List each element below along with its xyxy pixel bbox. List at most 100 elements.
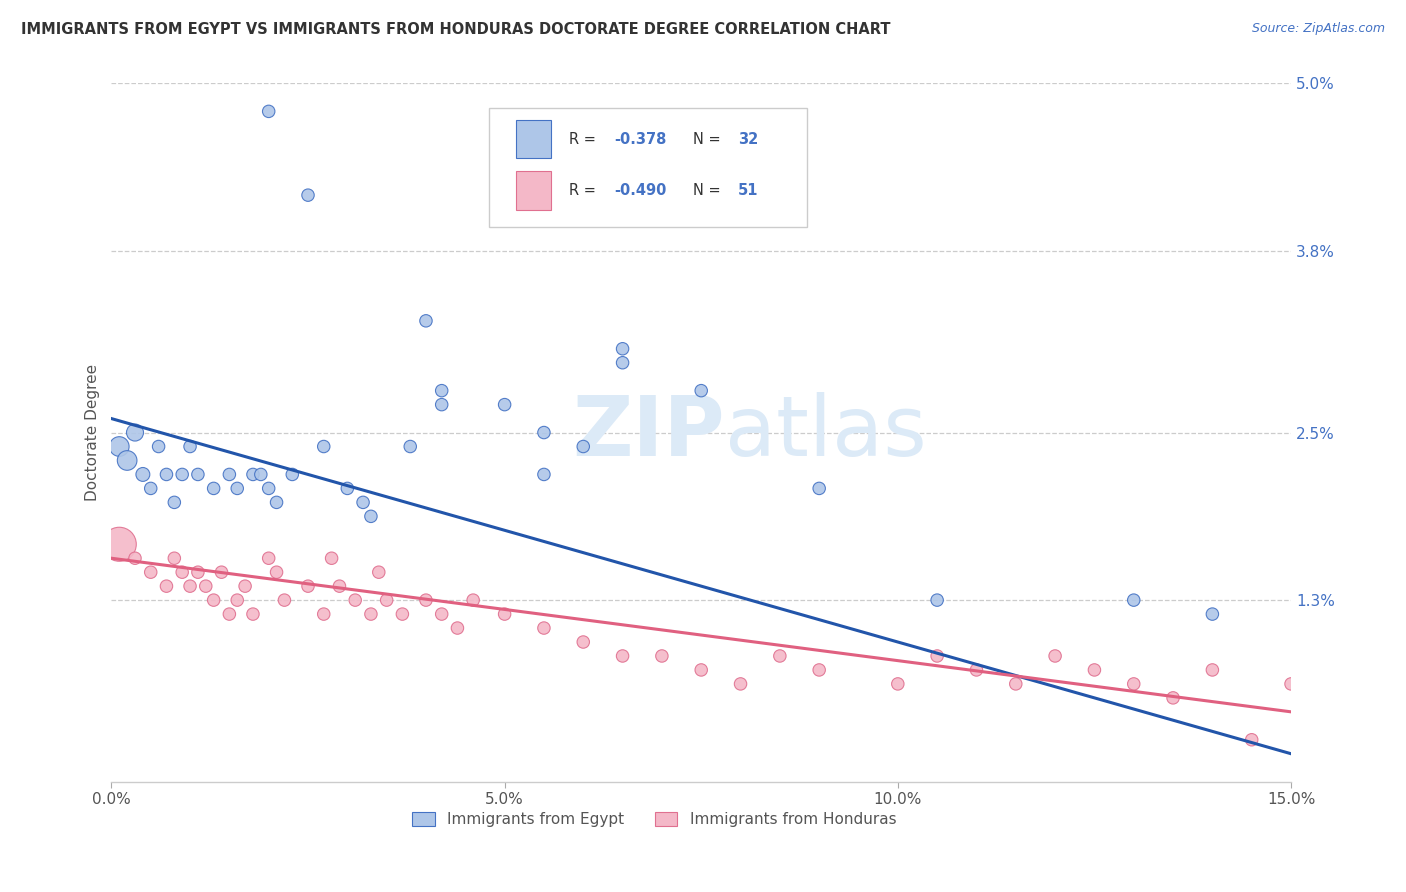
Point xyxy=(242,607,264,621)
Point xyxy=(226,593,249,607)
Point xyxy=(730,677,752,691)
Point xyxy=(391,607,413,621)
Point xyxy=(1201,607,1223,621)
Point xyxy=(124,551,146,566)
Point xyxy=(297,579,319,593)
Point xyxy=(1083,663,1105,677)
Point xyxy=(155,467,177,482)
Point xyxy=(124,425,146,440)
Point xyxy=(155,579,177,593)
Point xyxy=(172,467,194,482)
Point xyxy=(179,579,201,593)
Point xyxy=(312,607,335,621)
Text: N =: N = xyxy=(693,183,725,198)
Point xyxy=(202,593,225,607)
Point xyxy=(139,565,162,579)
Point xyxy=(132,467,155,482)
Text: Source: ZipAtlas.com: Source: ZipAtlas.com xyxy=(1251,22,1385,36)
Point xyxy=(273,593,295,607)
Point xyxy=(430,398,453,412)
Point xyxy=(690,663,713,677)
Point xyxy=(257,551,280,566)
Point xyxy=(651,648,673,663)
Text: -0.490: -0.490 xyxy=(614,183,666,198)
Point xyxy=(321,551,343,566)
Point xyxy=(139,482,162,496)
Point xyxy=(808,482,831,496)
FancyBboxPatch shape xyxy=(489,108,807,227)
Point xyxy=(533,467,555,482)
Point xyxy=(927,593,949,607)
Text: 32: 32 xyxy=(738,132,758,146)
Point xyxy=(266,495,288,509)
Point xyxy=(218,467,240,482)
Point xyxy=(415,593,437,607)
Point xyxy=(352,495,374,509)
Point xyxy=(360,607,382,621)
Point xyxy=(266,565,288,579)
Text: R =: R = xyxy=(569,183,600,198)
Point xyxy=(312,440,335,454)
FancyBboxPatch shape xyxy=(516,171,551,210)
Point xyxy=(690,384,713,398)
Point xyxy=(375,593,398,607)
Point xyxy=(612,356,634,370)
Point xyxy=(533,425,555,440)
Point xyxy=(281,467,304,482)
Point xyxy=(965,663,987,677)
Point xyxy=(430,384,453,398)
Point xyxy=(108,440,131,454)
FancyBboxPatch shape xyxy=(516,120,551,158)
Legend: Immigrants from Egypt, Immigrants from Honduras: Immigrants from Egypt, Immigrants from H… xyxy=(405,806,903,833)
Text: atlas: atlas xyxy=(725,392,927,473)
Point xyxy=(172,565,194,579)
Point xyxy=(399,440,422,454)
Point xyxy=(115,453,138,467)
Point xyxy=(163,551,186,566)
Point xyxy=(297,188,319,202)
Point xyxy=(250,467,273,482)
Y-axis label: Doctorate Degree: Doctorate Degree xyxy=(86,364,100,501)
Point xyxy=(179,440,201,454)
Point xyxy=(211,565,233,579)
Point xyxy=(533,621,555,635)
Point xyxy=(1201,663,1223,677)
Point xyxy=(1161,690,1184,705)
Point xyxy=(233,579,256,593)
Point xyxy=(1122,593,1144,607)
Point xyxy=(367,565,389,579)
Point xyxy=(927,648,949,663)
Point xyxy=(612,342,634,356)
Point xyxy=(257,482,280,496)
Point xyxy=(572,635,595,649)
Point xyxy=(328,579,350,593)
Point xyxy=(1043,648,1066,663)
Point xyxy=(344,593,367,607)
Point xyxy=(163,495,186,509)
Point xyxy=(226,482,249,496)
Point xyxy=(257,104,280,119)
Point xyxy=(242,467,264,482)
Text: -0.378: -0.378 xyxy=(614,132,666,146)
Point xyxy=(415,314,437,328)
Text: ZIP: ZIP xyxy=(572,392,725,473)
Point xyxy=(808,663,831,677)
Point xyxy=(494,607,516,621)
Point xyxy=(187,467,209,482)
Text: R =: R = xyxy=(569,132,600,146)
Text: 51: 51 xyxy=(738,183,758,198)
Point xyxy=(1279,677,1302,691)
Point xyxy=(194,579,217,593)
Point xyxy=(218,607,240,621)
Text: N =: N = xyxy=(693,132,725,146)
Point xyxy=(202,482,225,496)
Point xyxy=(148,440,170,454)
Point xyxy=(1004,677,1026,691)
Point xyxy=(187,565,209,579)
Text: IMMIGRANTS FROM EGYPT VS IMMIGRANTS FROM HONDURAS DOCTORATE DEGREE CORRELATION C: IMMIGRANTS FROM EGYPT VS IMMIGRANTS FROM… xyxy=(21,22,890,37)
Point xyxy=(1122,677,1144,691)
Point xyxy=(430,607,453,621)
Point xyxy=(887,677,910,691)
Point xyxy=(360,509,382,524)
Point xyxy=(463,593,485,607)
